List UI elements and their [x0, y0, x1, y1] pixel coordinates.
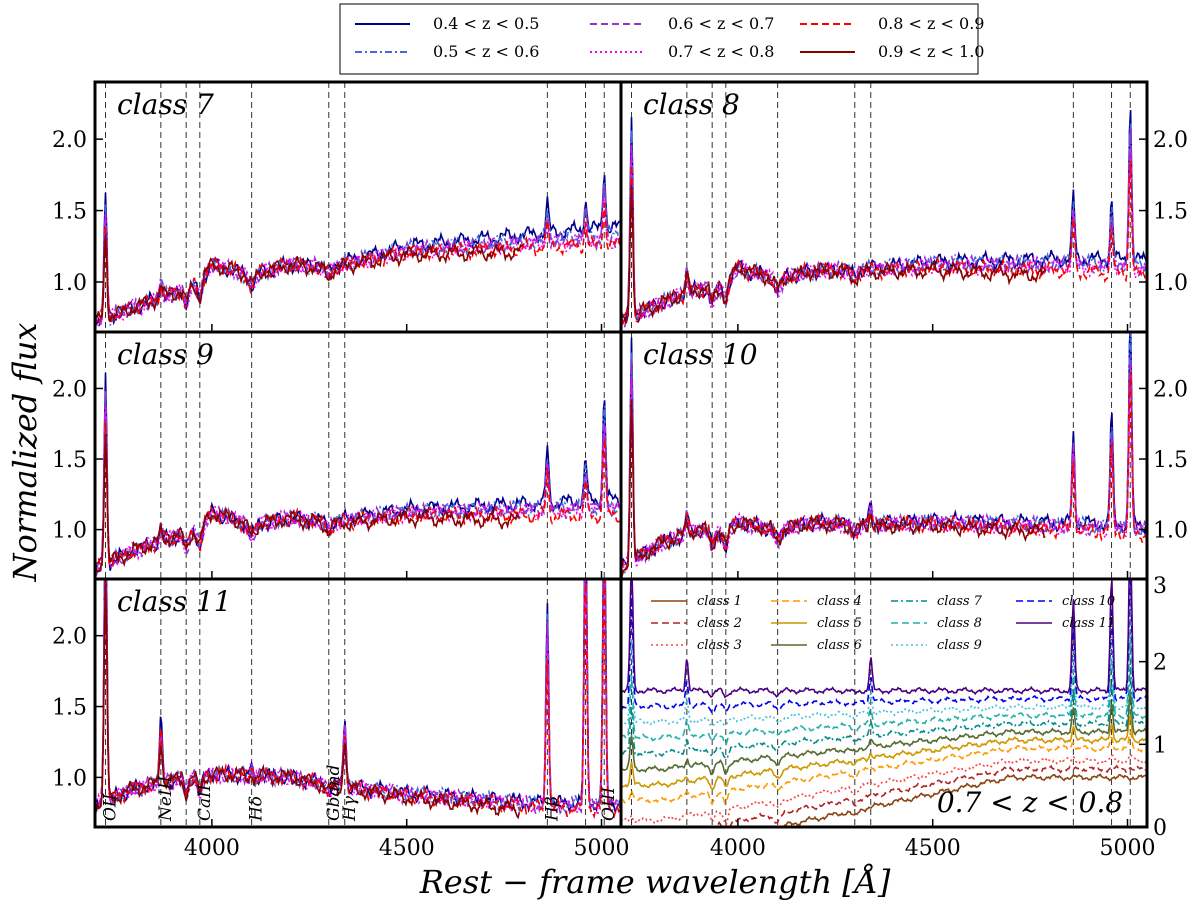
class-legend-label: class 2	[697, 616, 742, 631]
y-tick-label: 2.0	[52, 128, 87, 153]
class-series-line	[691, 764, 1147, 827]
spectrum-curves	[621, 332, 1147, 579]
class-legend-label: class 3	[697, 638, 742, 653]
y-tick-label: 1.0	[1153, 519, 1188, 544]
class-series-line	[621, 714, 1147, 790]
y-tick-label: 1.0	[1153, 271, 1188, 296]
x-tick-label: 5000	[1100, 836, 1156, 861]
x-tick-label: 4500	[905, 836, 961, 861]
y-tick-label: 1.5	[1153, 448, 1188, 473]
class-legend-label: class 6	[817, 638, 862, 653]
spectrum-curves	[95, 175, 621, 330]
redshift-series-line	[95, 407, 621, 573]
spectral-line-label: CaII	[195, 784, 215, 821]
panel-class-label: class 10	[643, 338, 758, 371]
y-tick-label: 1.5	[52, 448, 87, 473]
y-tick-label: 2.0	[1153, 377, 1188, 402]
redshift-series-line	[95, 579, 521, 820]
spectrum-panel: class 1 class 2 class 3 class 4 class 5 class…	[619, 574, 1167, 841]
redshift-legend-label: 0.7 < z < 0.8	[668, 42, 774, 61]
spectrum-curves	[621, 110, 1147, 331]
y-tick-label: 1.5	[52, 200, 87, 225]
redshift-legend-label: 0.9 < z < 1.0	[878, 42, 984, 61]
redshift-legend-label: 0.8 < z < 0.9	[878, 14, 984, 33]
y-tick-label: 1	[1153, 733, 1167, 758]
class-series-line	[621, 579, 1147, 699]
class-legend-label: class 9	[937, 638, 982, 653]
redshift-series-line	[95, 435, 520, 573]
y-tick-label: 1.0	[52, 271, 87, 296]
redshift-series-line	[95, 194, 621, 330]
x-tick-label: 4500	[379, 836, 435, 861]
spectrum-panel: class 9 1.0 1.5 2.0	[52, 330, 623, 581]
y-axis-title: Normalized flux	[6, 323, 44, 583]
spectral-line-label: OII	[101, 793, 121, 821]
class-legend-label: class 4	[817, 594, 862, 609]
x-tick-label: 4000	[184, 836, 240, 861]
panel-class-label: class 9	[117, 338, 214, 371]
class-series-line	[621, 693, 1147, 776]
spectrum-panel: class 7 1.0 1.5 2.0	[52, 80, 623, 334]
class-series-line	[621, 603, 1147, 728]
class-series-line	[621, 666, 1147, 760]
spectrum-curves	[95, 579, 621, 820]
class-legend-label: class 5	[817, 616, 862, 631]
spectral-line-label: Hγ	[340, 795, 360, 822]
y-tick-label: 3	[1153, 574, 1167, 599]
spectral-line-label: Hδ	[247, 796, 267, 822]
redshift-legend: 0.4 < z < 0.5 0.5 < z < 0.6 0.6 < z < 0.7 0…	[339, 3, 984, 75]
redshift-series-line	[621, 371, 1147, 571]
spectrum-curves	[95, 372, 621, 577]
spectral-line-label: NeIII	[156, 776, 176, 822]
y-tick-label: 1.5	[52, 696, 87, 721]
class-legend: class 1 class 2 class 3 class 4 class 5 class…	[651, 594, 1115, 653]
class-legend-label: class 1	[697, 594, 742, 609]
y-tick-label: 2.0	[1153, 128, 1188, 153]
redshift-series-line	[95, 203, 621, 326]
y-tick-label: 0	[1153, 816, 1167, 841]
y-tick-label: 1.0	[52, 519, 87, 544]
redshift-series-line	[621, 399, 1046, 579]
class-legend-label: class 7	[937, 594, 983, 609]
redshift-annotation: 0.7 < z < 0.8	[937, 786, 1123, 819]
y-tick-label: 2.0	[52, 625, 87, 650]
x-tick-label: 4000	[710, 836, 766, 861]
x-tick-label: 5000	[574, 836, 630, 861]
class-legend-label: class 10	[1062, 594, 1115, 609]
class-series-line	[621, 753, 1147, 827]
panel-frame	[619, 577, 1149, 829]
y-tick-label: 1.5	[1153, 200, 1188, 225]
spectral-line-label: Hβ	[542, 796, 562, 822]
class-series-line	[762, 773, 1147, 827]
y-tick-label: 2	[1153, 651, 1167, 676]
panel-class-label: class 11	[117, 585, 232, 618]
spectral-line-label: Gband	[324, 764, 344, 821]
x-axis-title: Rest − frame wavelength [Å]	[419, 863, 891, 901]
redshift-series-line	[95, 235, 524, 323]
panel-class-label: class 8	[643, 88, 740, 121]
class-legend-label: class 8	[937, 616, 982, 631]
y-tick-label: 1.0	[52, 766, 87, 791]
redshift-legend-label: 0.4 < z < 0.5	[433, 14, 539, 33]
redshift-series-line	[621, 129, 1147, 331]
redshift-series-line	[621, 184, 1047, 324]
redshift-legend-frame	[339, 3, 979, 75]
spectral-line-label: OIII	[599, 787, 619, 821]
class-series-line	[621, 636, 1147, 746]
class-series-line	[621, 730, 1147, 806]
redshift-legend-label: 0.6 < z < 0.7	[668, 14, 774, 33]
panel-class-label: class 7	[117, 88, 214, 121]
y-tick-label: 2.0	[52, 377, 87, 402]
redshift-legend-label: 0.5 < z < 0.6	[433, 42, 539, 61]
redshift-series-line	[95, 579, 621, 820]
class-series-line	[621, 579, 1147, 716]
class-legend-label: class 11	[1062, 616, 1115, 631]
spectrum-curves	[621, 579, 1147, 827]
